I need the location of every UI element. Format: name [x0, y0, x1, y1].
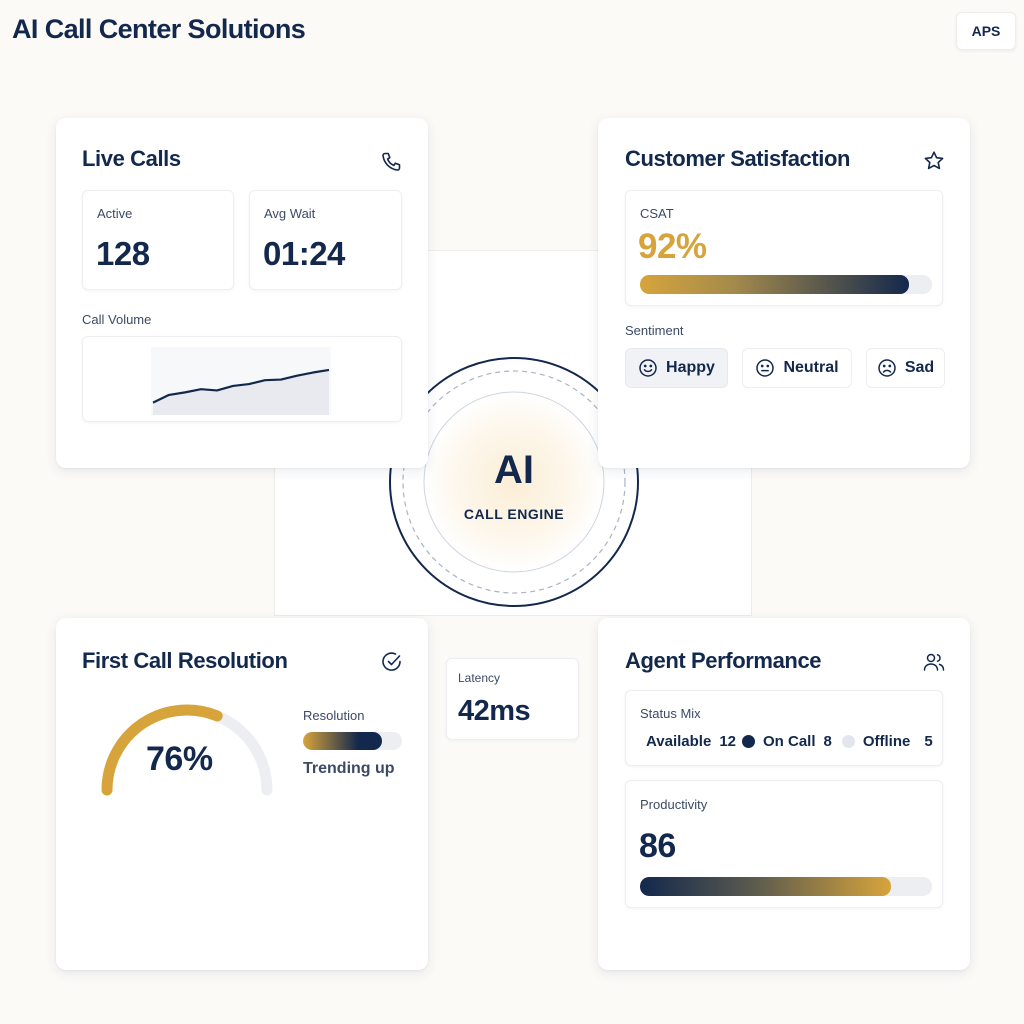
fcr-title: First Call Resolution [82, 648, 288, 673]
users-icon [923, 653, 945, 671]
productivity-bar-fill [640, 877, 892, 896]
csat-panel: CSAT 92% [625, 190, 943, 306]
first-call-resolution-card: First Call Resolution 76% Resolution Tre… [56, 618, 428, 970]
avg-wait-panel: Avg Wait 01:24 [249, 190, 402, 290]
live-calls-title: Live Calls [82, 146, 181, 171]
sentiment-sad-label: Sad [904, 359, 935, 376]
phone-icon [382, 152, 401, 171]
csat-card-title: Customer Satisfaction [625, 146, 851, 171]
sentiment-neutral-button[interactable]: Neutral [742, 348, 852, 388]
smile-icon [639, 359, 657, 377]
ai-engine-hub: AI CALL ENGINE [388, 356, 640, 608]
fcr-gauge [101, 704, 273, 796]
status-available-label: Available [646, 733, 712, 750]
customer-satisfaction-card: Customer Satisfaction CSAT 92% Sentiment… [598, 118, 970, 468]
status-on-call-count: 8 [823, 733, 832, 750]
latency-value: 42ms [458, 695, 531, 727]
live-calls-card: Live Calls Active 128 Avg Wait 01:24 Cal… [56, 118, 428, 468]
engine-rings [389, 357, 639, 607]
star-icon [924, 151, 944, 170]
call-volume-panel [82, 336, 402, 422]
status-mix-panel: Status Mix Available 12 On Call 8 Offlin… [625, 690, 943, 766]
productivity-label: Productivity [640, 797, 708, 812]
sentiment-happy-button[interactable]: Happy [625, 348, 728, 388]
status-legend: Available 12 On Call 8 Offline 5 [646, 733, 933, 750]
active-calls-panel: Active 128 [82, 190, 234, 290]
status-available-count: 12 [719, 733, 736, 750]
trend-text: Trending up [303, 760, 395, 777]
latency-panel: Latency 42ms [446, 658, 579, 740]
engine-subtitle: CALL ENGINE [463, 506, 565, 522]
sentiment-sad-button[interactable]: Sad [866, 348, 945, 388]
aps-button[interactable]: APS [956, 12, 1016, 50]
resolution-bar-track [303, 732, 402, 750]
avg-wait-label: Avg Wait [264, 206, 316, 221]
resolution-label: Resolution [303, 708, 365, 723]
productivity-value: 86 [639, 827, 676, 865]
resolution-bar-fill [303, 732, 383, 750]
productivity-panel: Productivity 86 [625, 780, 943, 908]
status-mix-label: Status Mix [640, 706, 701, 721]
status-offline-count: 5 [924, 733, 933, 750]
productivity-bar-track [640, 877, 932, 896]
call-volume-sparkline [151, 347, 331, 415]
call-volume-label: Call Volume [82, 312, 152, 327]
neutral-face-icon [756, 359, 775, 377]
active-value: 128 [96, 235, 150, 272]
on-call-dot [742, 735, 755, 748]
sparkline-area [153, 369, 329, 415]
status-offline-label: Offline [862, 733, 911, 750]
active-label: Active [97, 206, 133, 221]
sentiment-label: Sentiment [625, 323, 684, 338]
avg-wait-value: 01:24 [263, 235, 345, 272]
gauge-value-arc [101, 704, 223, 796]
sad-face-icon [878, 359, 896, 377]
engine-title: AI [494, 448, 534, 492]
latency-label: Latency [458, 671, 501, 685]
sentiment-neutral-label: Neutral [783, 359, 839, 376]
fcr-value: 76% [146, 740, 213, 778]
status-on-call-label: On Call [763, 733, 816, 750]
csat-bar-fill [640, 275, 909, 294]
sentiment-happy-label: Happy [666, 359, 715, 376]
csat-bar-track [640, 275, 932, 294]
csat-value: 92% [638, 227, 707, 266]
agent-card-title: Agent Performance [625, 648, 822, 673]
page-title: AI Call Center Solutions [12, 14, 306, 44]
agent-performance-card: Agent Performance Status Mix Available 1… [598, 618, 970, 970]
sparkline-line [152, 368, 330, 404]
csat-label: CSAT [640, 206, 674, 221]
offline-dot [841, 735, 855, 748]
check-circle-icon [382, 652, 401, 671]
